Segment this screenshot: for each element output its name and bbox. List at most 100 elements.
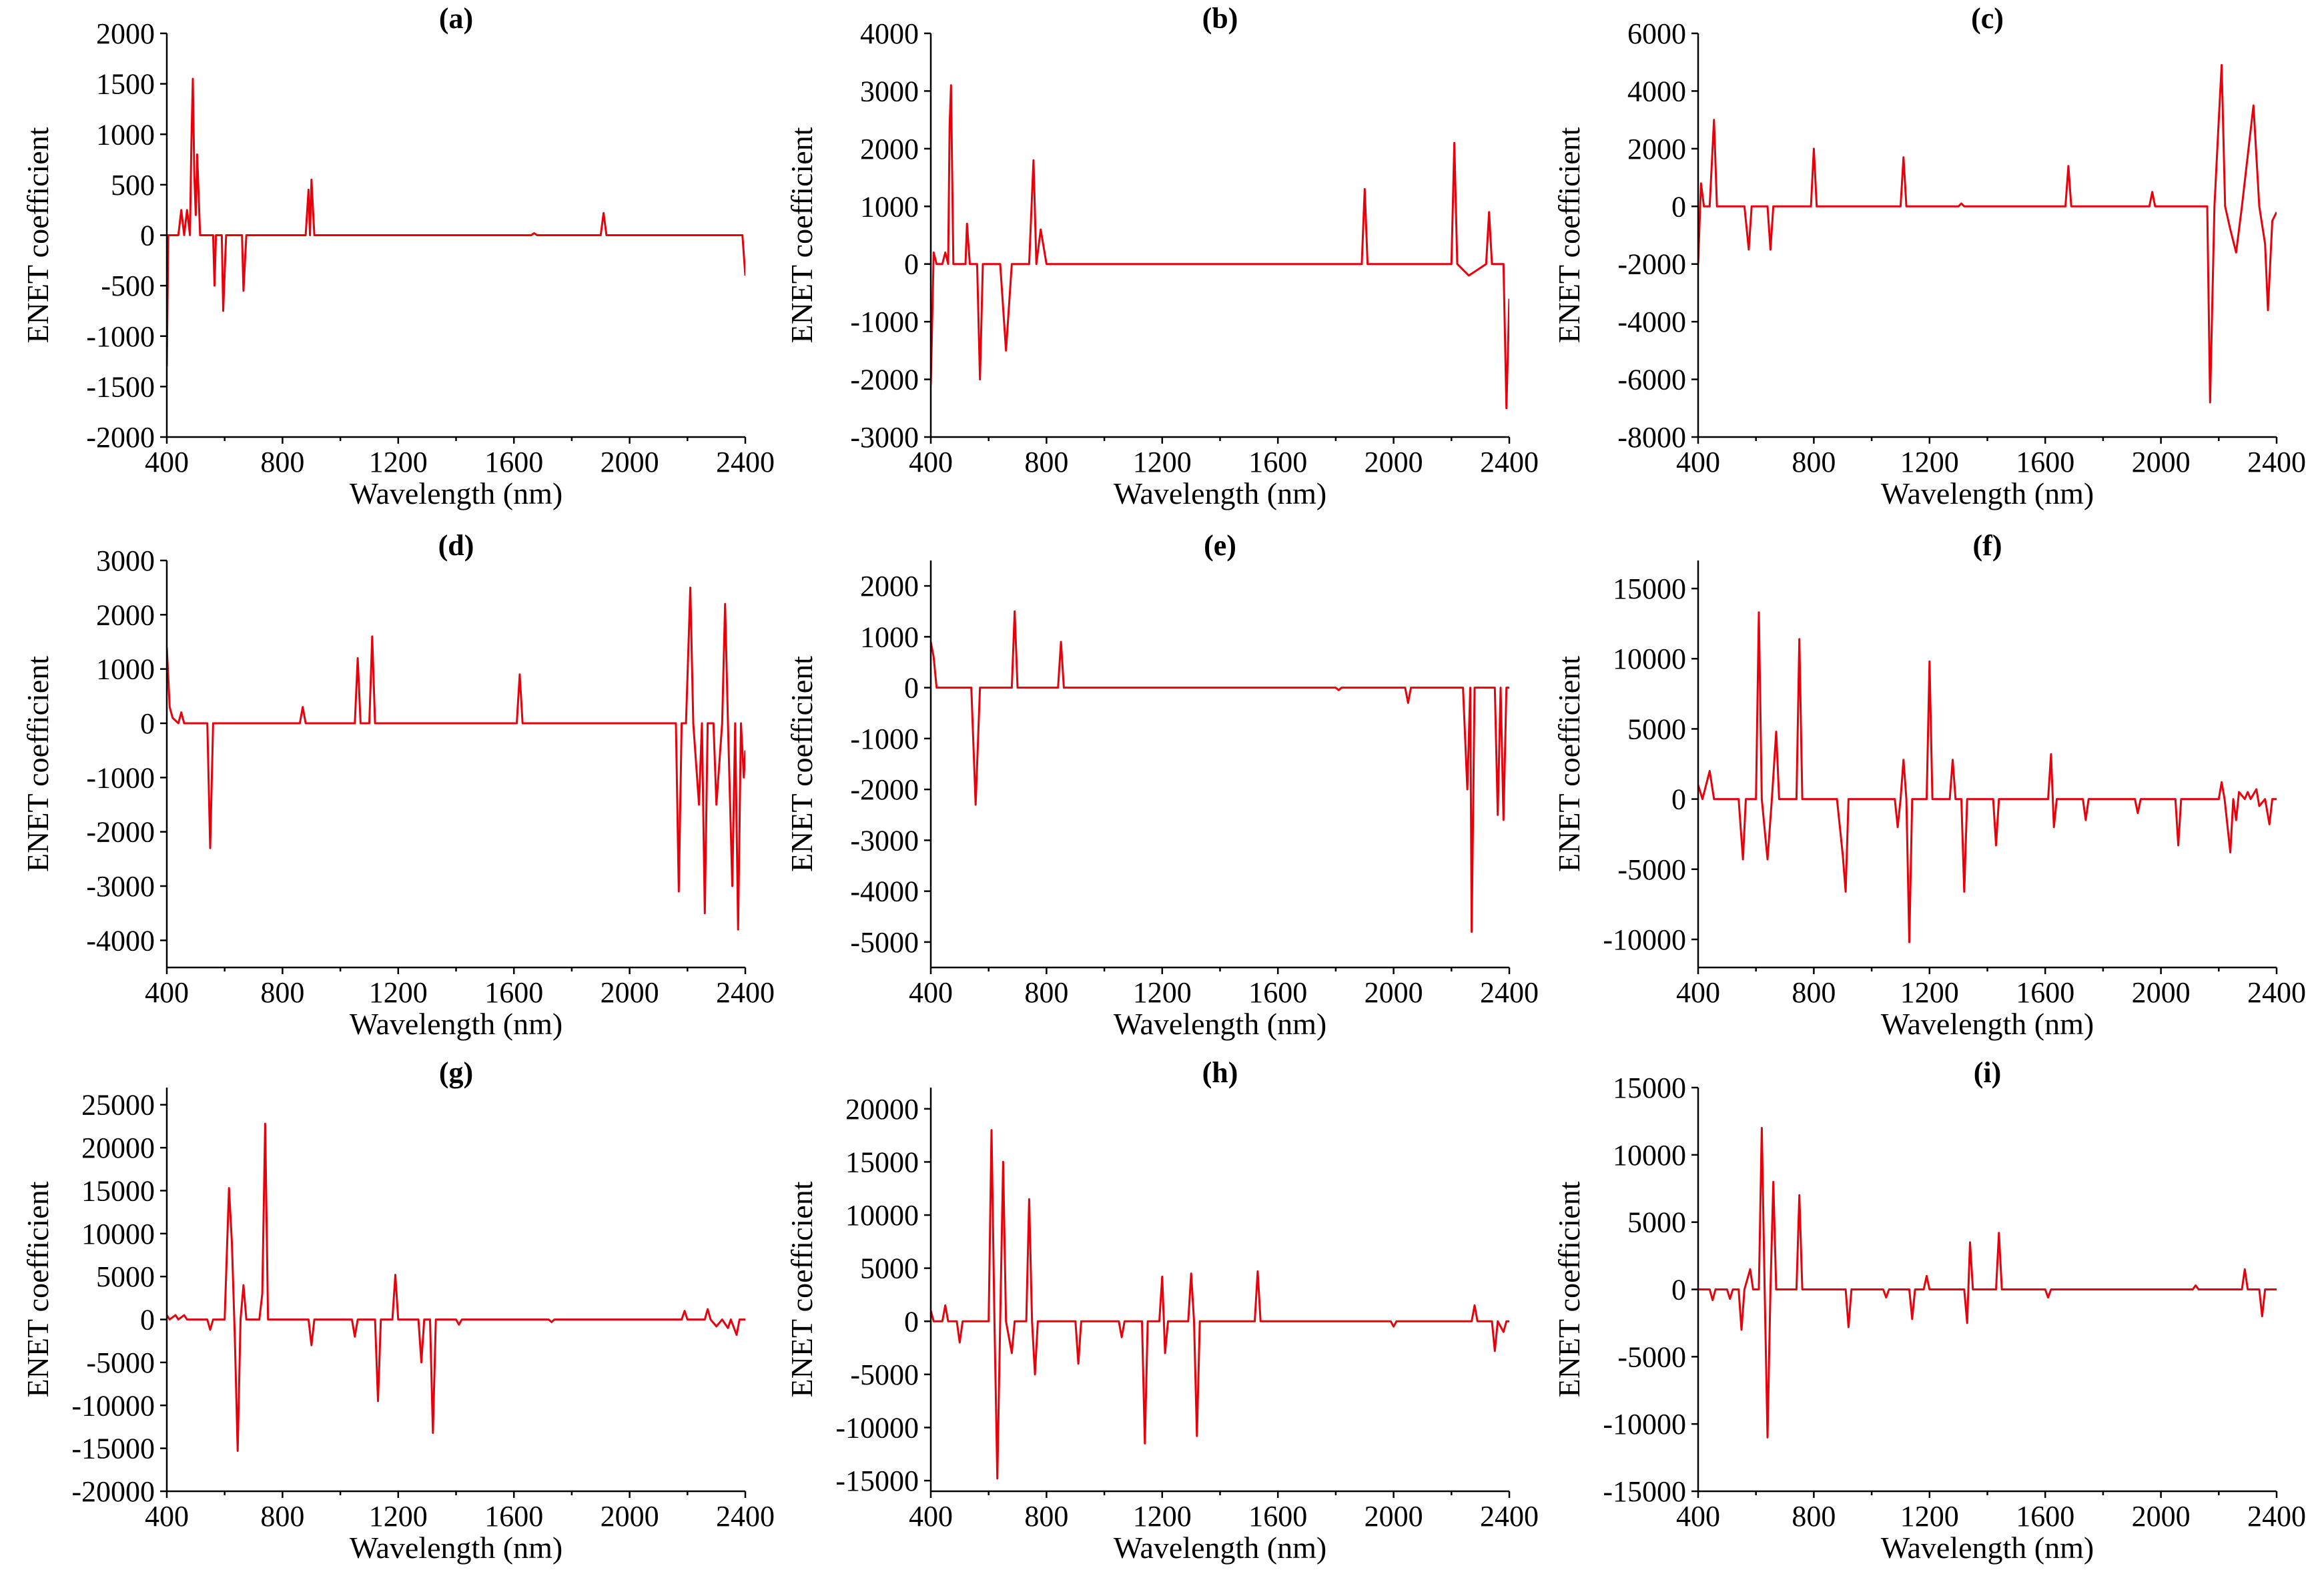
x-tick-label: 2000 (601, 1500, 659, 1533)
y-tick-label: 3000 (96, 544, 155, 577)
x-tick-label: 800 (1024, 976, 1068, 1009)
x-tick-label: 800 (1792, 446, 1836, 478)
y-tick-label: 2000 (860, 133, 919, 165)
y-tick-label: 1000 (96, 653, 155, 686)
x-tick-label: 400 (145, 1500, 189, 1533)
y-axis-title: ENET coefficient (21, 656, 55, 872)
y-tick-label: -10000 (1603, 1408, 1686, 1441)
y-tick-label: -1000 (86, 761, 155, 794)
x-tick-label: 2400 (1480, 1500, 1539, 1533)
x-axis-title: Wavelength (nm) (1881, 1531, 2094, 1565)
y-tick-label: 0 (140, 220, 155, 252)
y-tick-label: -1500 (86, 370, 155, 403)
y-tick-label: 0 (1671, 783, 1686, 816)
y-tick-label: -500 (101, 270, 155, 302)
y-tick-label: 20000 (81, 1132, 155, 1164)
x-tick-label: 1200 (1900, 976, 1959, 1009)
x-tick-label: 2000 (2132, 1500, 2191, 1533)
y-tick-label: 2000 (96, 599, 155, 631)
series-line (1698, 611, 2277, 943)
y-tick-label: -4000 (86, 924, 155, 957)
y-tick-label: -5000 (850, 926, 919, 959)
y-tick-label: -5000 (86, 1346, 155, 1379)
panel-title: (h) (1202, 1056, 1238, 1089)
y-tick-label: 15000 (845, 1146, 919, 1178)
y-tick-label: 0 (140, 707, 155, 740)
x-axis-title: Wavelength (nm) (1881, 1007, 2094, 1041)
x-tick-label: 1200 (1133, 446, 1192, 478)
panel-title: (b) (1202, 2, 1238, 35)
series-line (167, 77, 745, 367)
y-tick-label: 5000 (1627, 1206, 1686, 1239)
x-tick-label: 1200 (1133, 976, 1192, 1009)
y-tick-label: 10000 (845, 1199, 919, 1232)
x-axis-title: Wavelength (nm) (350, 1007, 562, 1041)
x-tick-label: 2400 (1480, 976, 1539, 1009)
x-tick-label: 400 (145, 446, 189, 478)
x-tick-label: 2400 (2247, 1500, 2306, 1533)
y-axis-title: ENET coefficient (1552, 1181, 1586, 1397)
x-tick-label: 1600 (2016, 1500, 2074, 1533)
x-axis-title: Wavelength (nm) (350, 1531, 562, 1565)
y-tick-label: 2000 (1627, 133, 1686, 165)
y-tick-label: 0 (1671, 190, 1686, 223)
y-tick-label: -1000 (850, 306, 919, 338)
panel-title: (a) (439, 2, 473, 35)
x-tick-label: 400 (909, 1500, 953, 1533)
x-tick-label: 1600 (2016, 976, 2074, 1009)
y-tick-label: 0 (904, 248, 919, 281)
x-tick-label: 2400 (2247, 976, 2306, 1009)
y-tick-label: -15000 (835, 1465, 919, 1497)
x-tick-label: 1600 (1248, 446, 1307, 478)
x-tick-label: 1200 (369, 976, 428, 1009)
y-tick-label: -10000 (835, 1411, 919, 1444)
y-tick-label: -5000 (1617, 1340, 1686, 1373)
x-axis-title: Wavelength (nm) (1114, 1007, 1326, 1041)
panel-a: (a) 400 800 1200 1600 2000 2400 -2000 -1500 -1000… (21, 2, 775, 510)
x-tick-label: 800 (1024, 1500, 1068, 1533)
y-tick-label: 0 (904, 1305, 919, 1338)
x-tick-label: 1200 (1133, 1500, 1192, 1533)
y-tick-label: 1000 (860, 190, 919, 223)
y-tick-label: -2000 (86, 816, 155, 849)
x-tick-label: 1200 (369, 446, 428, 478)
panel-title: (e) (1204, 529, 1236, 562)
x-tick-label: 1600 (1248, 1500, 1307, 1533)
y-tick-label: 0 (1671, 1274, 1686, 1306)
y-axis-title: ENET coefficient (1552, 127, 1586, 343)
panel-b: (b) 400 800 1200 1600 2000 2400 -3000 -2000 -1000… (785, 2, 1539, 510)
panel-title: (i) (1974, 1056, 2002, 1089)
x-tick-label: 800 (1792, 1500, 1836, 1533)
x-tick-label: 2400 (716, 1500, 775, 1533)
y-tick-label: -2000 (850, 364, 919, 396)
x-axis-title: Wavelength (nm) (1881, 476, 2094, 510)
y-axis-title: ENET coefficient (785, 1181, 819, 1397)
y-tick-label: 10000 (1613, 643, 1686, 675)
x-tick-label: 1600 (484, 446, 543, 478)
panel-h: (h) 400 800 1200 1600 2000 2400 -15000 -10000 -50… (785, 1056, 1539, 1565)
y-tick-label: 20000 (845, 1093, 919, 1126)
y-tick-label: 5000 (1627, 713, 1686, 745)
x-tick-label: 2000 (2132, 976, 2191, 1009)
x-tick-label: 2400 (1480, 446, 1539, 478)
x-tick-label: 2400 (716, 976, 775, 1009)
panel-e: (e) 400 800 1200 1600 2000 2400 -5000 -4000 -3000… (785, 529, 1539, 1041)
x-tick-label: 400 (145, 976, 189, 1009)
series-line (1698, 64, 2277, 404)
x-tick-label: 2000 (1365, 1500, 1423, 1533)
y-tick-label: -4000 (1617, 306, 1686, 338)
panel-i: (i) 400 800 1200 1600 2000 2400 -15000 -10000 -50… (1552, 1056, 2306, 1565)
panel-title: (d) (438, 529, 474, 562)
y-tick-label: -1000 (86, 320, 155, 353)
x-tick-label: 1200 (369, 1500, 428, 1533)
y-tick-label: 1000 (96, 118, 155, 151)
y-axis-title: ENET coefficient (1552, 656, 1586, 872)
x-axis-title: Wavelength (nm) (350, 476, 562, 510)
panel-g: (g) 400 800 1200 1600 2000 2400 -20000 -15000 -10… (21, 1056, 775, 1565)
y-tick-label: 3000 (860, 75, 919, 107)
y-tick-label: -3000 (850, 824, 919, 857)
x-tick-label: 2000 (2132, 446, 2191, 478)
y-axis-title: ENET coefficient (785, 127, 819, 343)
y-tick-label: 6000 (1627, 17, 1686, 50)
x-tick-label: 800 (260, 446, 304, 478)
